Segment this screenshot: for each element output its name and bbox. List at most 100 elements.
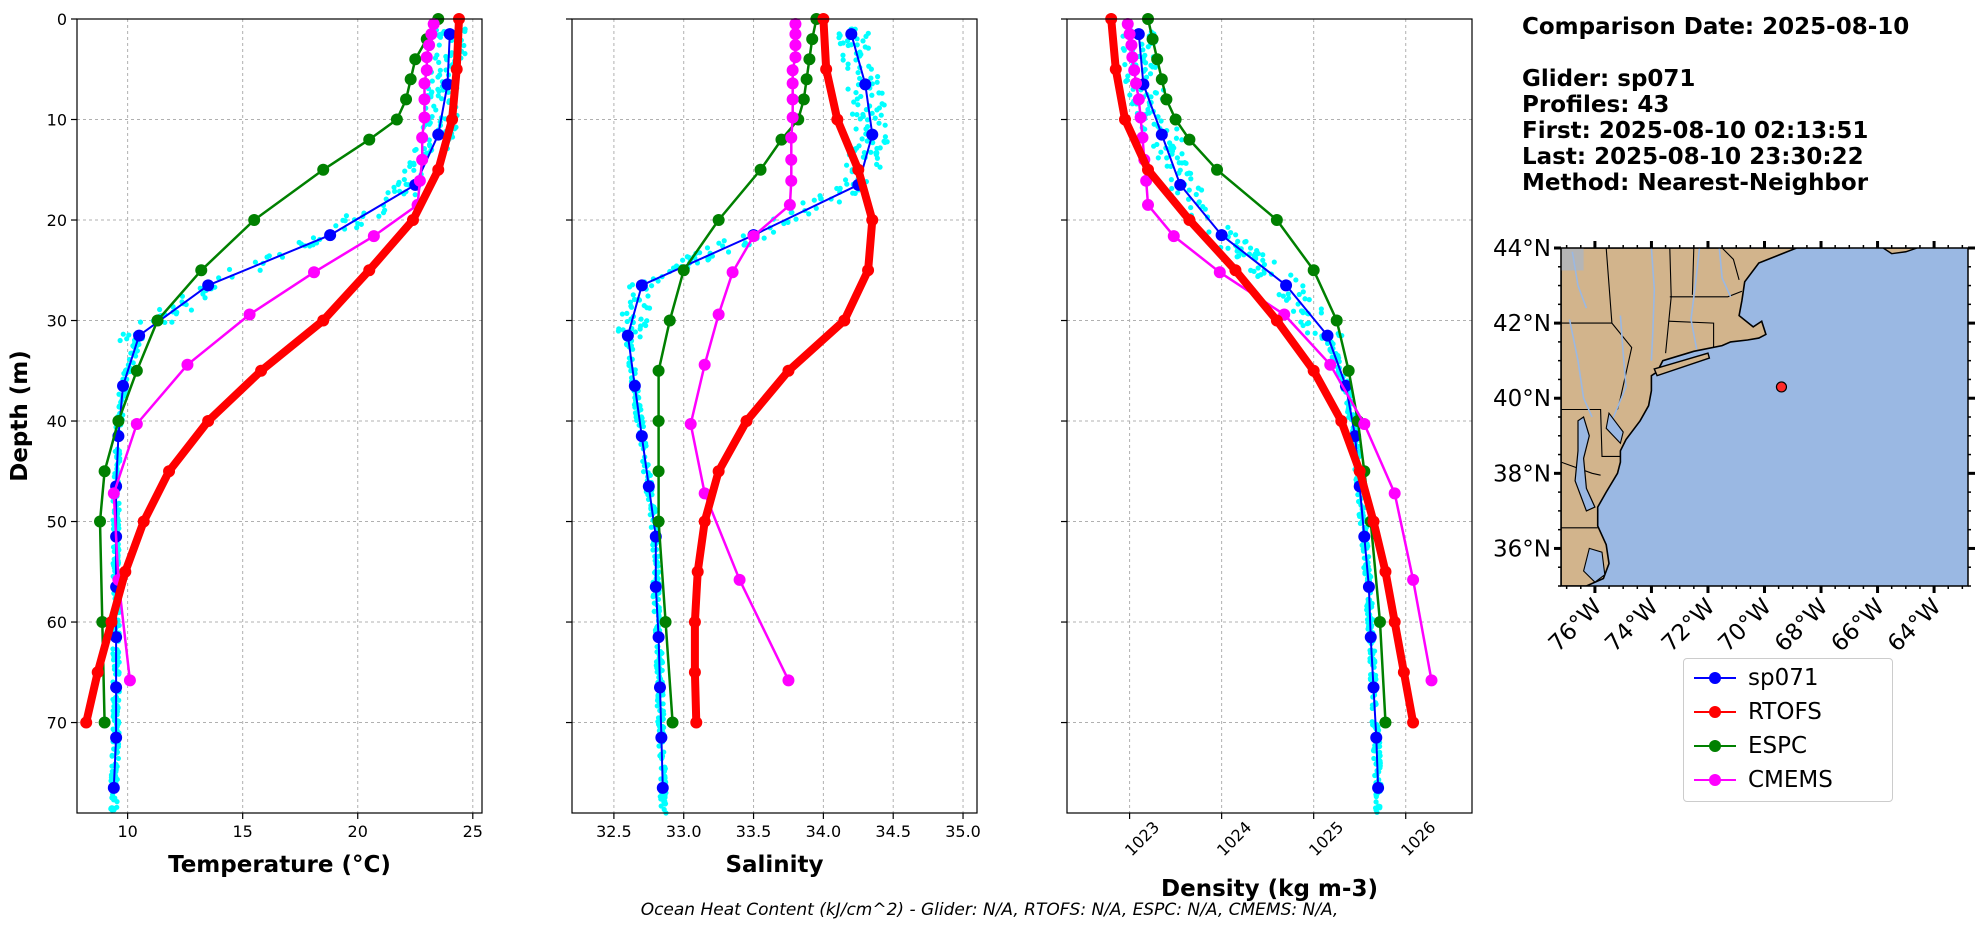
glider-observation-point [115, 755, 121, 762]
glider-observation-point [427, 143, 433, 149]
glider-observation-point [720, 243, 726, 249]
legend-marker [1709, 774, 1721, 786]
glider-observation-point [411, 160, 417, 166]
glider-observation-point [382, 207, 388, 213]
data-point-espc [800, 73, 813, 86]
glider-observation-point [1302, 296, 1308, 302]
data-point-cmems [1140, 174, 1153, 187]
data-point-sp071 [1358, 530, 1371, 543]
data-point-sp071 [117, 379, 130, 392]
glider-observation-point [1260, 252, 1266, 258]
glider-observation-point [659, 667, 665, 673]
glider-observation-point [435, 74, 441, 80]
data-point-cmems [423, 39, 436, 52]
glider-observation-point [1254, 247, 1260, 254]
glider-observation-point [110, 696, 116, 703]
data-point-sp071 [621, 329, 634, 342]
data-point-cmems [789, 28, 802, 41]
glider-observation-point [638, 316, 644, 322]
map-lon-label: 68°W [1770, 594, 1833, 657]
legend-marker [1709, 706, 1721, 718]
glider-observation-point [343, 213, 350, 219]
glider-observation-point [868, 66, 874, 72]
x-tick-label: 20 [348, 822, 368, 841]
glider-observation-point [650, 592, 657, 598]
glider-observation-point [1293, 277, 1299, 283]
legend-label: RTOFS [1748, 699, 1822, 725]
data-point-rtofs [91, 666, 104, 679]
glider-observation-point [861, 149, 867, 156]
data-point-sp071 [1362, 580, 1375, 593]
glider-observation-point [1188, 176, 1194, 182]
data-point-sp071 [866, 128, 879, 141]
glider-observation-point [110, 544, 117, 550]
data-point-rtofs [450, 63, 463, 76]
glider-observation-point [1200, 204, 1206, 210]
glider-observation-point [109, 752, 115, 758]
x-tick-label: 25 [463, 822, 483, 841]
glider-observation-point [840, 40, 846, 46]
glider-observation-point [849, 111, 856, 117]
data-point-rtofs [1118, 113, 1131, 126]
glider-observation-point [391, 184, 397, 190]
glider-observation-point [112, 448, 118, 455]
data-point-cmems [1213, 266, 1226, 279]
glider-observation-point [1346, 414, 1352, 420]
data-point-cmems [786, 111, 799, 124]
glider-observation-point [1206, 229, 1212, 235]
data-point-rtofs [1142, 163, 1154, 176]
data-point-cmems [786, 93, 799, 106]
x-tick-label: 1023 [1121, 818, 1163, 860]
glider-observation-point [662, 764, 668, 770]
glider-observation-point [640, 469, 647, 475]
data-point-espc [94, 515, 107, 528]
glider-observation-point [1179, 151, 1185, 157]
glider-observation-point [436, 33, 442, 39]
data-point-rtofs [432, 163, 445, 176]
river [1650, 248, 1656, 361]
data-point-rtofs [446, 113, 459, 126]
glider-observation-point [1179, 160, 1185, 166]
data-point-cmems [1132, 93, 1145, 106]
data-point-rtofs [80, 716, 93, 729]
glider-observation-point [169, 319, 175, 325]
glider-observation-point [852, 190, 858, 197]
glider-observation-point [646, 305, 653, 311]
data-point-cmems [130, 418, 143, 431]
glider-observation-point [661, 806, 667, 813]
data-point-espc [663, 314, 676, 327]
glider-observation-point [110, 651, 116, 657]
glider-observation-point [654, 662, 660, 668]
info-panel: Comparison Date: 2025-08-10 Glider: sp07… [1522, 14, 1909, 196]
glider-observation-point [860, 38, 866, 44]
data-point-sp071 [859, 78, 872, 91]
data-point-cmems [1125, 39, 1138, 52]
glider-observation-point [637, 334, 643, 340]
glider-observation-point [1312, 330, 1318, 336]
glider-observation-point [1188, 204, 1194, 211]
legend-label: ESPC [1748, 733, 1808, 759]
glider-observation-point [840, 52, 846, 58]
glider-observation-point [627, 284, 633, 290]
glider-observation-point [638, 323, 644, 329]
glider-observation-point [1152, 89, 1158, 96]
glider-observation-point [412, 192, 418, 198]
glider-observation-point [806, 211, 812, 217]
glider-observation-point [216, 275, 222, 281]
glider-observation-point [1187, 170, 1194, 177]
data-point-cmems [416, 131, 429, 144]
data-point-cmems [785, 174, 798, 187]
glider-observation-point [1158, 149, 1164, 155]
glider-observation-point [134, 348, 140, 354]
data-point-rtofs [1388, 616, 1401, 629]
data-point-sp071 [628, 379, 641, 392]
data-point-cmems [413, 174, 426, 187]
glider-observation-point [333, 223, 339, 229]
glider-observation-point [200, 291, 206, 297]
data-point-cmems [1358, 418, 1371, 431]
glider-observation-point [402, 168, 408, 174]
data-point-sp071 [652, 631, 665, 644]
data-point-cmems [786, 77, 799, 90]
glider-observation-point [813, 205, 819, 211]
glider-observation-point [1306, 320, 1312, 326]
